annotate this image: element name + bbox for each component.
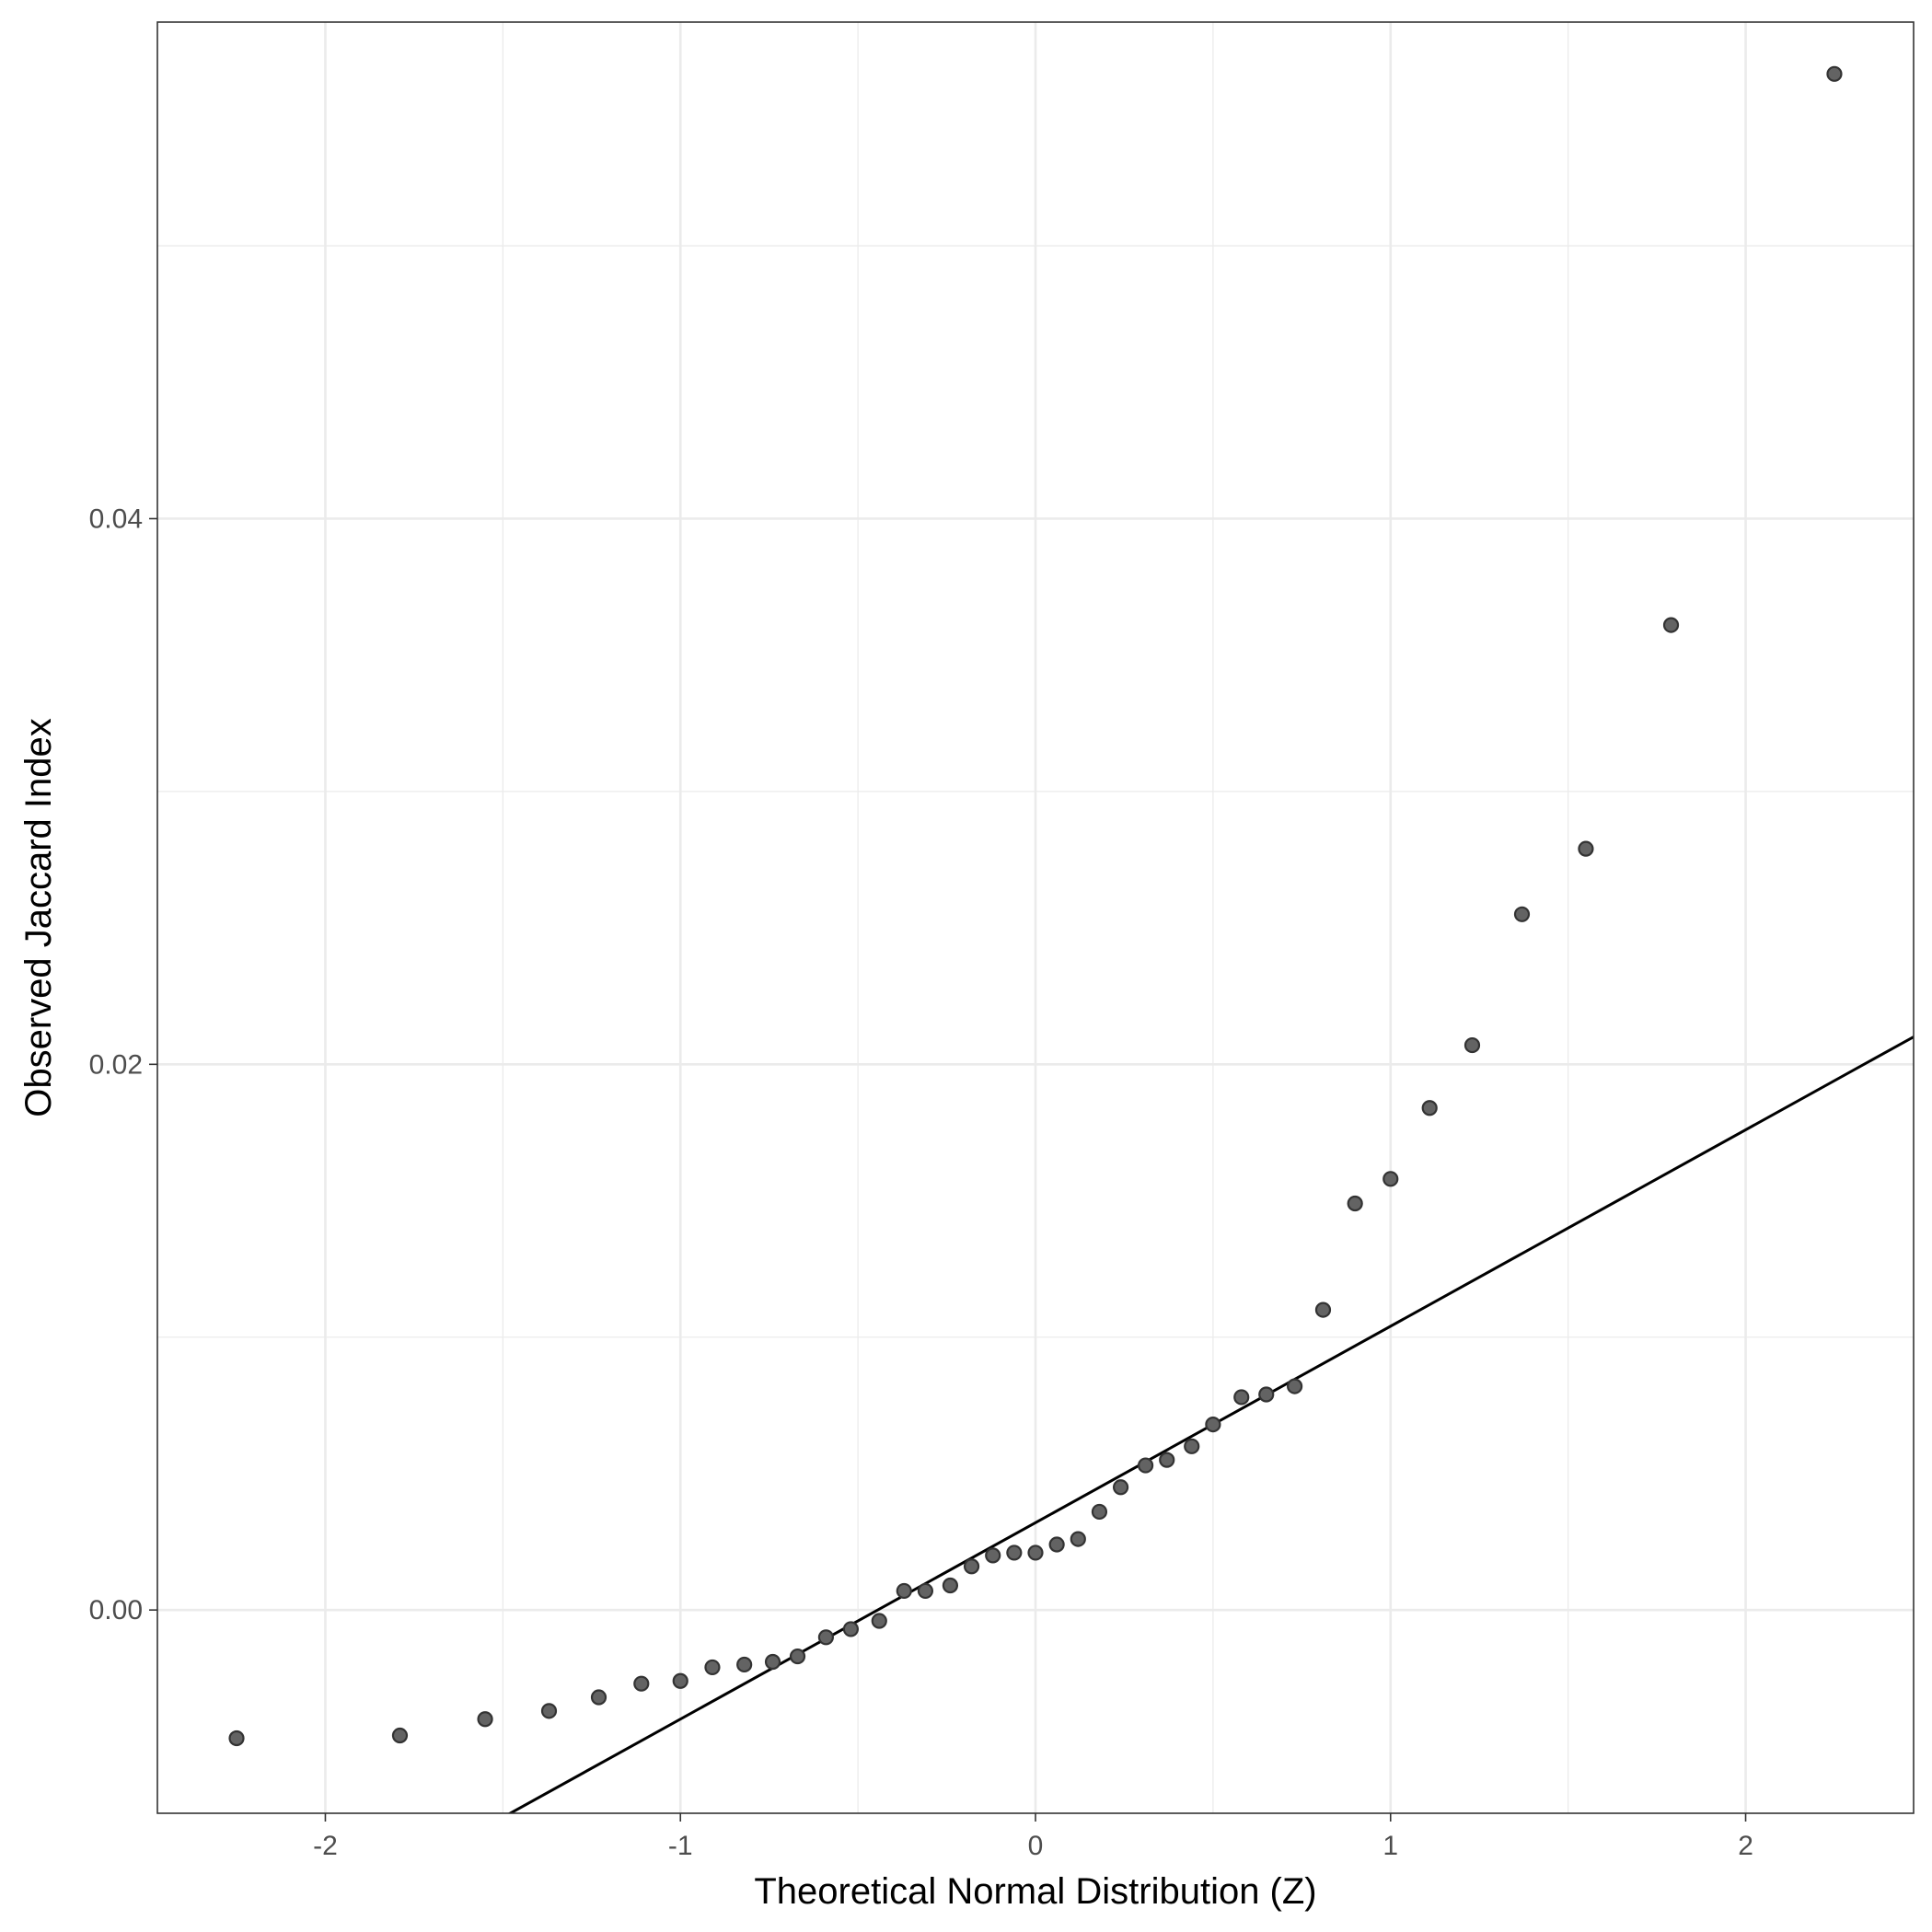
- data-point: [1112, 1479, 1129, 1496]
- data-point: [1233, 1389, 1250, 1406]
- data-point: [1027, 1544, 1044, 1561]
- data-point: [1463, 1036, 1481, 1054]
- data-point: [1205, 1417, 1221, 1433]
- data-point: [764, 1653, 781, 1671]
- reference-line-group: [507, 1035, 1914, 1813]
- x-tick-label: 1: [1382, 1831, 1398, 1861]
- data-point: [1048, 1536, 1065, 1553]
- x-axis-title: Theoretical Normal Distribution (Z): [754, 1871, 1316, 1912]
- x-tick-label: -2: [313, 1831, 338, 1861]
- data-point: [871, 1613, 887, 1629]
- data-point: [672, 1672, 688, 1689]
- major-gridlines: [157, 22, 1914, 1813]
- data-point: [590, 1689, 607, 1706]
- y-axis: 0.00 0.02 0.04: [89, 503, 157, 1625]
- data-point: [1137, 1457, 1154, 1474]
- data-point: [917, 1582, 934, 1600]
- data-point: [633, 1675, 650, 1692]
- x-tick-label: 0: [1028, 1831, 1044, 1861]
- x-tick-label: 2: [1738, 1831, 1753, 1861]
- data-point: [942, 1577, 959, 1594]
- data-points: [228, 65, 1843, 1747]
- y-tick-label: 0.04: [89, 503, 143, 534]
- data-point: [963, 1558, 980, 1575]
- data-point: [1513, 906, 1531, 922]
- data-point: [817, 1629, 834, 1646]
- data-point: [1578, 840, 1594, 857]
- data-point: [477, 1711, 493, 1728]
- data-point: [1347, 1195, 1363, 1212]
- data-point: [1184, 1438, 1200, 1454]
- data-point: [1006, 1544, 1023, 1561]
- data-point: [1826, 65, 1843, 82]
- data-point: [736, 1656, 753, 1673]
- reference-line: [507, 1035, 1914, 1813]
- data-point: [1314, 1301, 1332, 1318]
- data-point: [1287, 1378, 1303, 1394]
- y-axis-title: Observed Jaccard Index: [18, 718, 59, 1117]
- data-point: [1159, 1452, 1175, 1468]
- data-point: [1421, 1100, 1438, 1116]
- data-point: [1382, 1171, 1399, 1187]
- data-point: [1258, 1386, 1275, 1403]
- data-point: [789, 1648, 806, 1665]
- data-point: [896, 1582, 912, 1600]
- data-point: [704, 1659, 721, 1676]
- x-tick-label: -1: [668, 1831, 693, 1861]
- x-axis: -2 -1 0 1 2: [313, 1813, 1753, 1861]
- data-point: [228, 1730, 245, 1747]
- data-point: [540, 1703, 558, 1719]
- data-point: [1662, 617, 1680, 633]
- data-point: [391, 1727, 409, 1744]
- data-point: [985, 1547, 1001, 1564]
- data-point: [1070, 1531, 1086, 1547]
- y-tick-label: 0.02: [89, 1049, 143, 1080]
- data-point: [842, 1621, 860, 1637]
- y-tick-label: 0.00: [89, 1595, 143, 1625]
- data-point: [1091, 1503, 1108, 1521]
